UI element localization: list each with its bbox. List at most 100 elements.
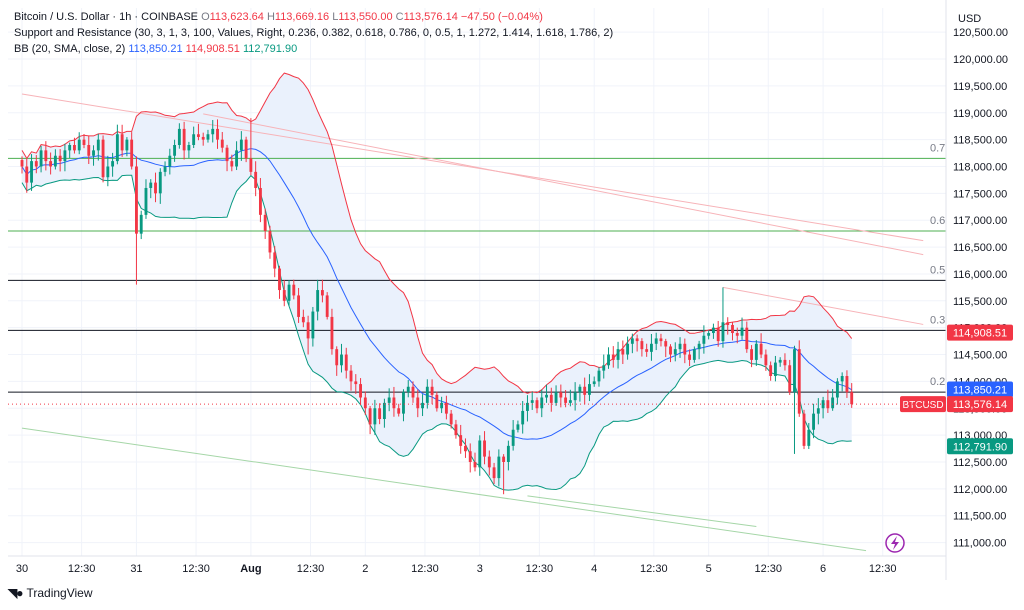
candle-body (392, 397, 396, 409)
candle-body (759, 343, 763, 355)
candle-body (616, 349, 620, 360)
candle-body (340, 354, 343, 366)
y-tick-label: 117,500.00 (953, 188, 1007, 200)
candle-body (168, 155, 172, 167)
y-tick-label: 116,500.00 (953, 242, 1007, 254)
candle-body (831, 397, 835, 409)
x-tick-label: Aug (240, 563, 261, 575)
candle-body (192, 134, 196, 145)
tradingview-brand[interactable]: ◥● TradingView (8, 586, 93, 600)
candle-body (120, 134, 124, 151)
candle-body (149, 182, 153, 188)
candle-body (359, 384, 362, 398)
low-value: 113,550.00 (338, 11, 393, 23)
tradingview-logo-icon: ◥● (8, 586, 24, 600)
candle-body (25, 166, 29, 183)
candle-body (773, 362, 777, 377)
candle-body (573, 392, 577, 401)
y-tick-label: 120,500.00 (953, 27, 1008, 39)
band-area (22, 73, 852, 491)
price-tag (947, 438, 1013, 455)
candle-body (764, 354, 768, 366)
candle-body (177, 128, 181, 145)
candle-body (812, 413, 815, 430)
x-tick-label: 12:30 (869, 563, 897, 575)
candle-body (301, 316, 305, 323)
candle-body (492, 467, 496, 479)
candle-body (683, 343, 687, 355)
candle-body (464, 445, 467, 452)
candle-body (516, 424, 520, 430)
legend-row-symbol: Bitcoin / U.S. Dollar · 1h · COINBASE O1… (14, 11, 543, 24)
price-tag-label: 113,850.21 (953, 384, 1007, 396)
y-tick-label: 118,500.00 (953, 135, 1007, 147)
candle-body (692, 349, 696, 360)
close-label: C (395, 11, 404, 23)
y-tick-label: 112,000.00 (953, 484, 1007, 496)
candle-body (597, 370, 601, 382)
candle-body (344, 354, 348, 371)
price-labels: 114,908.51 113,850.21 BTCUSD 113,576.14 112,… (900, 324, 1013, 455)
candle-body (230, 161, 234, 167)
chart-misc (8, 403, 946, 553)
candle-body (163, 166, 167, 172)
candle-body (835, 381, 839, 398)
y-tick-label: 118,000.00 (953, 161, 1007, 173)
candle-body (335, 349, 339, 366)
x-tick-label: 30 (16, 563, 28, 575)
y-tick-label: 119,000.00 (953, 108, 1007, 120)
bb-lower-line (21, 174, 852, 491)
trendline (21, 427, 867, 552)
candle-body (654, 338, 658, 344)
candle-body (73, 145, 76, 151)
candle-body (578, 386, 582, 393)
close-value: 113,576.14 (403, 11, 458, 23)
candle-body (645, 349, 649, 352)
candle-body (187, 145, 191, 151)
candle-body (678, 343, 682, 350)
candle-body (721, 322, 725, 342)
candle-body (673, 349, 677, 355)
candle-body (311, 311, 315, 339)
x-tick-label: 12:30 (297, 563, 325, 575)
candle-body (363, 397, 367, 409)
candle-body (454, 424, 458, 436)
candle-body (258, 187, 262, 215)
open-value: 113,623.64 (209, 11, 264, 23)
candle-body (607, 354, 610, 366)
price-tag (947, 324, 1013, 341)
x-tick-label: 2 (362, 563, 368, 575)
candle-body (697, 343, 701, 350)
candle-body (92, 150, 95, 156)
candle-body (144, 187, 148, 215)
candle-body (473, 461, 477, 468)
candle-body (797, 349, 801, 414)
candle-body (239, 139, 243, 151)
bb-indicator-label: BB (20, SMA, close, 2) (14, 43, 126, 55)
candle-body (664, 341, 668, 347)
candle-body (158, 171, 162, 194)
candle-body (68, 145, 72, 151)
candle-body (416, 397, 420, 409)
sr-level-label: 0.6 (930, 215, 945, 227)
candle-body (840, 376, 844, 382)
candle-body (821, 400, 825, 409)
candle-body (750, 349, 753, 360)
candle-body (621, 349, 625, 355)
candle-body (220, 139, 224, 148)
candle-body (669, 346, 672, 355)
price-tag-label: 113,576.14 (953, 399, 1007, 411)
candle-body (783, 359, 787, 366)
candle-body (115, 134, 119, 162)
candle-body (735, 333, 739, 336)
candle-body (58, 155, 62, 162)
y-tick-label: 117,000.00 (953, 215, 1007, 227)
candle-body (225, 147, 229, 162)
candle-body (397, 408, 401, 414)
candle-body (435, 394, 439, 409)
y-tick-label: 111,500.00 (953, 511, 1006, 523)
trendline (527, 495, 757, 527)
trendline (722, 286, 924, 325)
candle-body (135, 166, 138, 234)
